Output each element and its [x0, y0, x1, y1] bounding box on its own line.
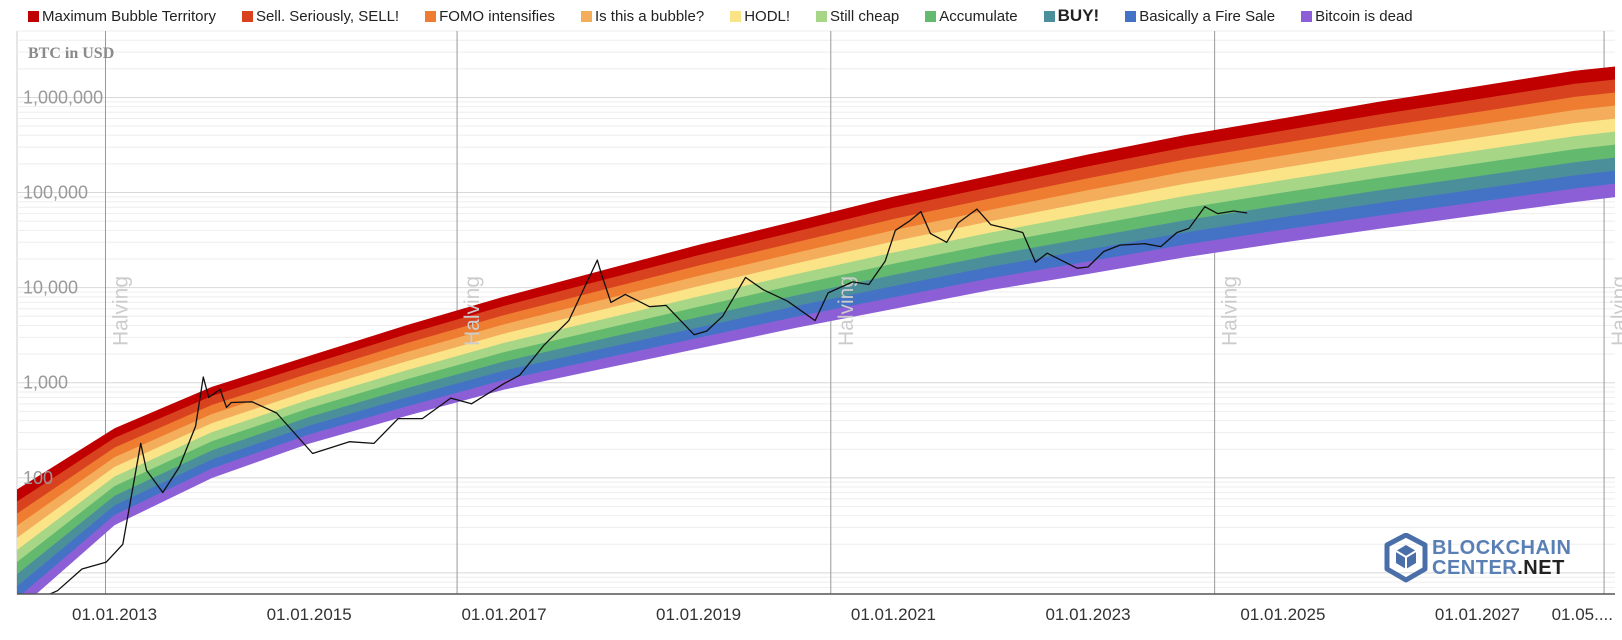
halving-label: Halving	[109, 276, 132, 346]
legend: Maximum Bubble Territory Sell. Seriously,…	[28, 4, 1439, 28]
legend-label: Accumulate	[939, 7, 1018, 25]
brand-net: .NET	[1517, 557, 1565, 579]
legend-swatch	[580, 10, 592, 22]
price-series	[17, 206, 1248, 594]
legend-label: FOMO intensifies	[439, 7, 555, 25]
legend-item[interactable]: Sell. Seriously, SELL!	[241, 7, 400, 25]
legend-item[interactable]: Bitcoin is dead	[1301, 8, 1413, 25]
legend-item[interactable]: Basically a Fire Sale	[1125, 8, 1275, 25]
y-tick-label: 1,000	[23, 373, 68, 393]
x-tick-label: 01.01.2019	[656, 605, 741, 624]
legend-label: HODL!	[744, 7, 791, 25]
legend-label: Still cheap	[830, 7, 900, 25]
legend-item[interactable]: Is this a bubble?	[580, 7, 705, 25]
rainbow-band	[21, 183, 1615, 594]
x-tick-label: 01.01.2015	[267, 605, 352, 624]
brand-line2: CENTER	[1432, 557, 1518, 579]
btc-price-line	[17, 206, 1248, 594]
legend-swatch	[816, 10, 828, 22]
legend-swatch	[925, 10, 937, 22]
legend-swatch	[1125, 10, 1137, 22]
x-tick-label: 01.01.2025	[1240, 605, 1325, 624]
halving-labels: Halving Halving Halving Halving Halving	[109, 276, 1622, 346]
legend-label: Basically a Fire Sale	[1139, 7, 1276, 25]
legend-item[interactable]: Still cheap	[816, 8, 899, 25]
legend-swatch	[1043, 10, 1055, 22]
x-tick-label: 01.01.2023	[1045, 605, 1130, 624]
y-tick-label: 100	[23, 468, 53, 488]
y-axis-ticks: 100 1,000 10,000 100,000 1,000,000	[23, 87, 103, 487]
halving-label: Halving	[1608, 276, 1622, 346]
legend-swatch	[1301, 10, 1313, 22]
y-tick-label: 1,000,000	[23, 87, 103, 107]
halving-label: Halving	[835, 276, 858, 346]
legend-item[interactable]: HODL!	[730, 8, 790, 25]
y-tick-label: 10,000	[23, 278, 78, 298]
x-axis-ticks: 01.01.2013 01.01.2015 01.01.2017 01.01.2019…	[72, 605, 1613, 624]
legend-label: Is this a bubble?	[594, 7, 705, 25]
halving-label: Halving	[461, 276, 484, 346]
legend-label: Maximum Bubble Territory	[42, 7, 216, 25]
legend-label: BUY!	[1057, 6, 1100, 25]
legend-label: Bitcoin is dead	[1315, 7, 1413, 25]
legend-label: Sell. Seriously, SELL!	[255, 7, 400, 25]
legend-swatch	[241, 10, 253, 22]
x-tick-label: 01.01.2017	[461, 605, 546, 624]
legend-item[interactable]: BUY!	[1043, 6, 1100, 26]
rainbow-bands	[17, 66, 1615, 594]
x-tick-label: 01.01.2021	[851, 605, 936, 624]
legend-swatch	[425, 10, 437, 22]
legend-item[interactable]: FOMO intensifies	[425, 8, 555, 25]
legend-swatch	[730, 10, 742, 22]
y-tick-label: 100,000	[23, 183, 88, 203]
x-tick-label: 01.01.2013	[72, 605, 157, 624]
blockchain-cube-icon	[1384, 533, 1428, 583]
legend-item[interactable]: Accumulate	[925, 7, 1018, 25]
legend-item[interactable]: Maximum Bubble Territory	[28, 8, 216, 25]
x-tick-label: 01.01.2027	[1435, 605, 1520, 624]
halving-label: Halving	[1219, 276, 1242, 346]
x-tick-label: 01.05....	[1552, 605, 1613, 624]
legend-swatch	[28, 10, 39, 22]
brand-line1: BLOCKCHAIN	[1432, 537, 1572, 559]
brand-logo: BLOCKCHAIN CENTER.NET	[1384, 532, 1584, 584]
y-axis-label: BTC in USD	[28, 45, 114, 62]
